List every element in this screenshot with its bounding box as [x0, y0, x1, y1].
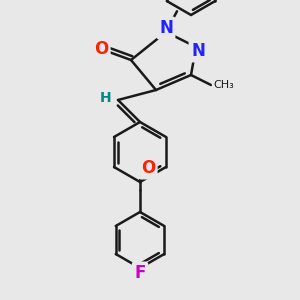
Text: F: F: [134, 264, 146, 282]
Text: H: H: [100, 91, 112, 105]
Text: CH₃: CH₃: [213, 80, 234, 90]
Text: N: N: [191, 42, 205, 60]
Text: O: O: [94, 40, 108, 58]
Text: O: O: [141, 159, 155, 177]
Text: N: N: [159, 19, 173, 37]
